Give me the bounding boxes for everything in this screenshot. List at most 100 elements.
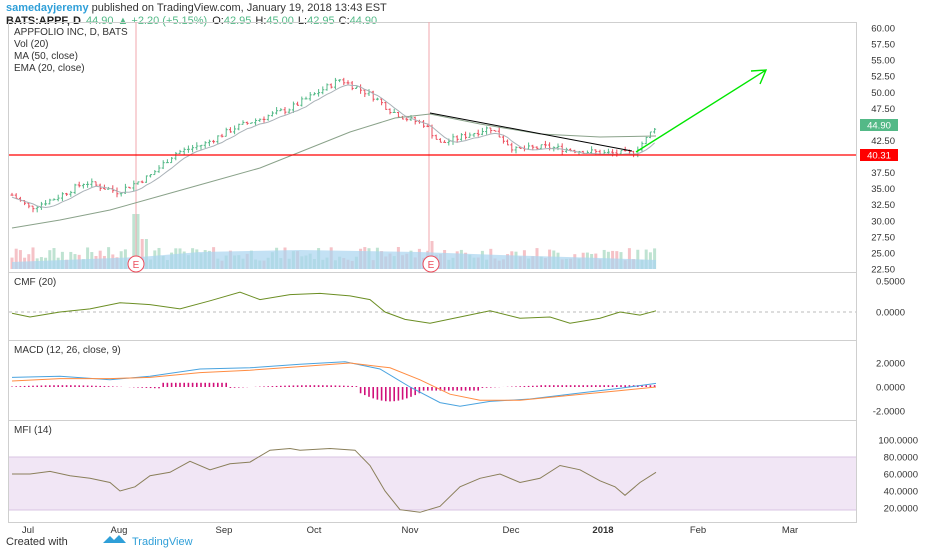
svg-text:40.31: 40.31	[867, 151, 891, 162]
trend-line[interactable]	[429, 112, 633, 152]
volume-bar-29	[132, 214, 136, 269]
change-arrow: ▲	[118, 15, 129, 27]
price-tick-7: 42.50	[871, 136, 895, 147]
header: samedayjeremy published on TradingView.c…	[6, 2, 387, 27]
author-link[interactable]: samedayjeremy	[6, 2, 89, 14]
macd-line	[11, 361, 657, 407]
macd-ticks-tick-0: 2.0000	[876, 359, 905, 370]
volume-bar-30	[136, 214, 140, 269]
open-label: O:	[212, 15, 224, 27]
mfi-line	[12, 447, 657, 513]
volume-ma-area	[12, 250, 656, 269]
macd-legend: MACD (12, 26, close, 9)	[14, 345, 121, 356]
mfi-axis: 100.0000 80.0000 60.0000 40.0000 20.0000	[878, 436, 918, 515]
tradingview-logo-icon	[103, 535, 126, 543]
footer: Created with TradingView	[6, 535, 193, 548]
price-tick-14: 25.00	[871, 248, 895, 259]
mfi-ticks-tick-3: 40.0000	[884, 487, 918, 498]
cmf-ticks-tick-1: 0.0000	[876, 308, 905, 319]
volume-bar-9	[48, 250, 52, 269]
price-tick-0: 60.00	[871, 24, 895, 35]
legend-ma: MA (50, close)	[14, 51, 78, 62]
price-tick-15: 22.50	[871, 265, 895, 276]
time-tick-4: Nov	[402, 525, 419, 536]
svg-text:BATS:APPF, D44.90▲+2.20 (+5.15: BATS:APPF, D 44.90 ▲ +2.20 (+5.15%) O:42.95 H…	[6, 15, 377, 27]
macd-ticks-tick-1: 0.0000	[876, 383, 905, 394]
price-tick-13: 27.50	[871, 232, 895, 243]
mfi-ticks-tick-4: 20.0000	[884, 504, 918, 515]
change-value: +2.20 (+5.15%)	[131, 15, 207, 27]
current-price-tag: 44.90	[860, 119, 898, 132]
volume-bars	[10, 214, 657, 269]
macd-histogram	[11, 382, 656, 402]
macd-ticks-tick-2: -2.0000	[873, 407, 905, 418]
cmf-legend: CMF (20)	[14, 277, 56, 288]
volume-bar-151	[644, 249, 648, 269]
price-tick-12: 30.00	[871, 216, 895, 227]
cmf-ticks-tick-0: 0.5000	[876, 277, 905, 288]
volume-bar-10	[52, 248, 56, 269]
low-label: L:	[298, 15, 307, 27]
svg-text:E: E	[428, 260, 435, 271]
ma-line	[11, 113, 657, 229]
support-price-tag: 40.31	[860, 149, 898, 162]
earnings-marker-nov[interactable]: E	[422, 255, 440, 273]
time-tick-5: Dec	[503, 525, 520, 536]
mfi-ticks-tick-2: 60.0000	[884, 470, 918, 481]
time-axis: Jul Aug Sep Oct Nov Dec 2018 Feb Mar	[22, 525, 798, 536]
price-tick-5: 47.50	[871, 104, 895, 115]
mfi-ticks-tick-1: 80.0000	[884, 453, 918, 464]
time-tick-1: Aug	[111, 525, 128, 536]
footer-brand[interactable]: TradingView	[132, 536, 193, 548]
low-value: 42.95	[307, 15, 335, 27]
price-tick-9: 37.50	[871, 168, 895, 179]
high-label: H:	[255, 15, 266, 27]
high-value: 45.00	[266, 15, 294, 27]
price-tick-2: 55.00	[871, 56, 895, 67]
symbol-label: BATS:APPF, D	[6, 15, 81, 27]
mfi-legend: MFI (14)	[14, 425, 52, 436]
macd-pane-frame	[8, 340, 857, 421]
close-label: C:	[339, 15, 350, 27]
volume-bar-23	[107, 247, 111, 269]
price-tick-3: 52.50	[871, 72, 895, 83]
volume-bar-153	[653, 248, 657, 269]
volume-bar-18	[86, 247, 90, 269]
mfi-band	[9, 457, 856, 510]
open-value: 42.95	[224, 15, 252, 27]
time-tick-8: Mar	[782, 525, 798, 536]
published-text: published on TradingView.com, January 19…	[89, 2, 387, 14]
footer-created-with: Created with	[6, 536, 68, 548]
price-tick-4: 50.00	[871, 88, 895, 99]
legend-title: APPFOLIO INC, D, BATS	[14, 27, 128, 38]
cmf-axis: 0.5000 0.0000	[876, 277, 905, 319]
price-candles	[10, 77, 657, 213]
last-price: 44.90	[86, 15, 114, 27]
time-tick-2: Sep	[216, 525, 233, 536]
cmf-pane-frame	[8, 272, 857, 341]
mfi-ticks-tick-0: 100.0000	[878, 436, 918, 447]
close-value: 44.90	[350, 15, 378, 27]
volume-bar-32	[144, 239, 148, 269]
volume-bar-5	[31, 247, 35, 269]
signal-line	[11, 362, 657, 401]
price-legend: APPFOLIO INC, D, BATS Vol (20) MA (50, c…	[14, 27, 128, 74]
cmf-line	[11, 291, 657, 324]
earnings-marker-aug[interactable]: E	[127, 255, 145, 273]
time-tick-6: 2018	[592, 525, 613, 536]
volume-bar-1	[14, 248, 18, 269]
price-tick-11: 32.50	[871, 200, 895, 211]
price-tick-10: 35.00	[871, 184, 895, 195]
macd-axis: 2.0000 0.0000 -2.0000	[873, 359, 905, 418]
projection-arrow[interactable]	[635, 69, 768, 153]
svg-text:E: E	[133, 260, 140, 271]
legend-vol: Vol (20)	[14, 39, 48, 50]
volume-bar-31	[140, 239, 144, 269]
volume-bar-147	[627, 248, 631, 269]
legend-ema: EMA (20, close)	[14, 63, 85, 74]
svg-text:44.90: 44.90	[867, 121, 891, 132]
volume-bar-2	[18, 250, 22, 269]
ema-line	[11, 84, 655, 209]
